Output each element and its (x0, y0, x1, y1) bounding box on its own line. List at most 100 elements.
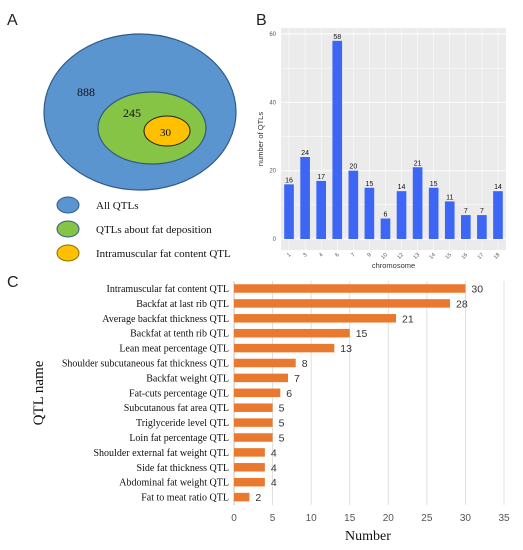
chart-c-value-label: 2 (255, 492, 261, 504)
chart-b-value-label: 14 (494, 184, 502, 191)
chart-c-x-tick-label: 25 (421, 513, 433, 524)
chart-c-bar (234, 388, 281, 398)
chart-b-y-axis-title: number of QTLs (256, 112, 265, 166)
chart-b-x-tick-label: 17 (477, 252, 486, 261)
chart-c-x-tick-label: 10 (306, 513, 318, 524)
chart-c-category-label: Shoulder external fat weight QTL (93, 448, 229, 459)
chart-c-x-tick-label: 35 (498, 513, 510, 524)
chart-b-bar (444, 201, 455, 239)
chart-b-x-tick-label: 12 (396, 252, 405, 261)
chart-c-value-label: 8 (302, 358, 308, 370)
venn-count-fat: 245 (123, 106, 141, 120)
chart-c-bar (234, 314, 396, 323)
chart-c-value-label: 15 (356, 328, 368, 340)
chart-c-value-label: 7 (294, 373, 300, 385)
chart-c-bar (234, 463, 265, 472)
chart-b-value-label: 7 (464, 208, 468, 215)
chart-b-x-tick-label: 3 (302, 252, 308, 258)
panel-label-a: A (7, 12, 18, 29)
chart-c-category-label: Backfat weight QTL (146, 373, 229, 384)
chart-c-category-label: Intramuscular fat content QTL (107, 284, 229, 295)
chart-c-x-tick-label: 30 (460, 513, 472, 524)
chart-b-y-tick-label: 20 (269, 169, 276, 175)
chart-c-x-tick-label: 20 (383, 513, 395, 524)
chart-c-bar (234, 284, 466, 293)
chart-b-value-label: 7 (480, 208, 484, 215)
chart-b-bar (316, 180, 326, 239)
legend-swatch-fat (56, 220, 80, 238)
chart-c-category-label: Fat-cuts percentage QTL (129, 388, 229, 399)
chart-c-value-label: 4 (271, 462, 277, 474)
chart-c-y-axis-title: QTL name (31, 360, 47, 425)
chart-c-value-label: 6 (286, 388, 292, 400)
chart-b-x-tick-label: 18 (493, 252, 502, 261)
chart-b-value-label: 6 (384, 212, 388, 219)
chart-b-x-tick-label: 10 (380, 252, 389, 261)
chart-c-bar (234, 448, 265, 457)
panel-label-b: B (256, 12, 267, 29)
chart-c-bar (234, 403, 273, 412)
chart-c-value-label: 5 (279, 403, 285, 415)
chart-c-value-label: 13 (340, 343, 352, 355)
chart-b-value-label: 58 (333, 34, 341, 41)
chart-b-x-tick-label: 14 (429, 252, 438, 261)
legend-label-fat: QTLs about fat deposition (96, 224, 212, 236)
chart-c-category-label: Fat to meat ratio QTL (141, 493, 229, 504)
chart-b-bar (461, 215, 471, 239)
chart-c-bar (234, 492, 250, 502)
chart-c-x-tick-label: 5 (270, 513, 276, 524)
chart-b-y-tick-label: 60 (269, 32, 276, 38)
legend-label-all: All QTLs (96, 200, 138, 212)
chart-b-x-tick-label: 1 (286, 252, 292, 258)
panel-label-c: C (7, 274, 19, 291)
venn-count-imf: 30 (160, 127, 172, 139)
legend-label-imf: Intramuscular fat content QTL (96, 248, 231, 260)
chart-c-bar (234, 358, 296, 368)
chart-b-value-label: 11 (446, 194, 453, 201)
chart-b-value-label: 17 (317, 174, 325, 181)
chart-b-x-tick-label: 13 (412, 252, 421, 261)
chart-c-category-label: Loin fat percentage QTL (129, 433, 229, 444)
chart-b-value-label: 15 (365, 181, 373, 188)
venn-diagram: 888 245 30 (43, 33, 237, 191)
chart-b-bar (477, 215, 487, 239)
chart-c-x-tick-label: 15 (344, 513, 356, 524)
chart-c-bar (234, 343, 335, 353)
chart-c-category-label: Average backfat thickness QTL (102, 314, 229, 325)
chart-b-bar (493, 191, 503, 239)
venn-legend: All QTLs QTLs about fat deposition Intra… (56, 196, 231, 262)
chart-c-value-label: 28 (456, 298, 468, 310)
chart-c-category-label: Backfat at tenth rib QTL (130, 329, 229, 340)
chart-b-x-tick-label: 6 (334, 252, 340, 258)
chart-c-value-label: 21 (402, 313, 414, 325)
chart-c-category-label: Triglyceride level QTL (136, 418, 229, 429)
chart-b-bar (380, 218, 391, 239)
chart-b-y-tick-label: 0 (273, 237, 277, 243)
chart-c-value-label: 5 (279, 418, 285, 430)
chart-b-x-axis-title: chromosome (372, 261, 415, 270)
chart-b-x-tick-label: 4 (318, 252, 324, 258)
chart-c-category-label: Shoulder subcutaneous fat thickness QTL (62, 359, 229, 370)
chart-b-bar (364, 187, 375, 239)
chart-b-y-tick-label: 40 (269, 100, 276, 106)
chart-c-value-label: 30 (471, 284, 483, 296)
chart-c-x-axis-title: Number (345, 529, 391, 544)
chart-b-x-tick-label: 7 (350, 252, 356, 258)
chart-c-category-label: Lean meat percentage QTL (119, 344, 229, 355)
chart-c-bar (234, 418, 273, 427)
legend-swatch-all (56, 196, 80, 214)
chart-c-bar (234, 477, 265, 487)
chart-b-plot-area (281, 28, 506, 250)
chart-c-bar (234, 433, 273, 442)
chart-c-value-label: 5 (279, 433, 285, 445)
chart-b-bar (396, 191, 407, 239)
chart-b-bar (284, 184, 294, 239)
chart-b-bar (428, 187, 439, 239)
chart-b-x-tick-label: 16 (461, 252, 470, 261)
chart-b-bar (412, 167, 423, 239)
chart-c-x-tick-label: 0 (231, 513, 237, 524)
chart-c-category-label: Abdominal fat weight QTL (119, 478, 229, 489)
chart-b-value-label: 24 (301, 150, 309, 157)
chart-c-value-label: 4 (271, 477, 277, 489)
